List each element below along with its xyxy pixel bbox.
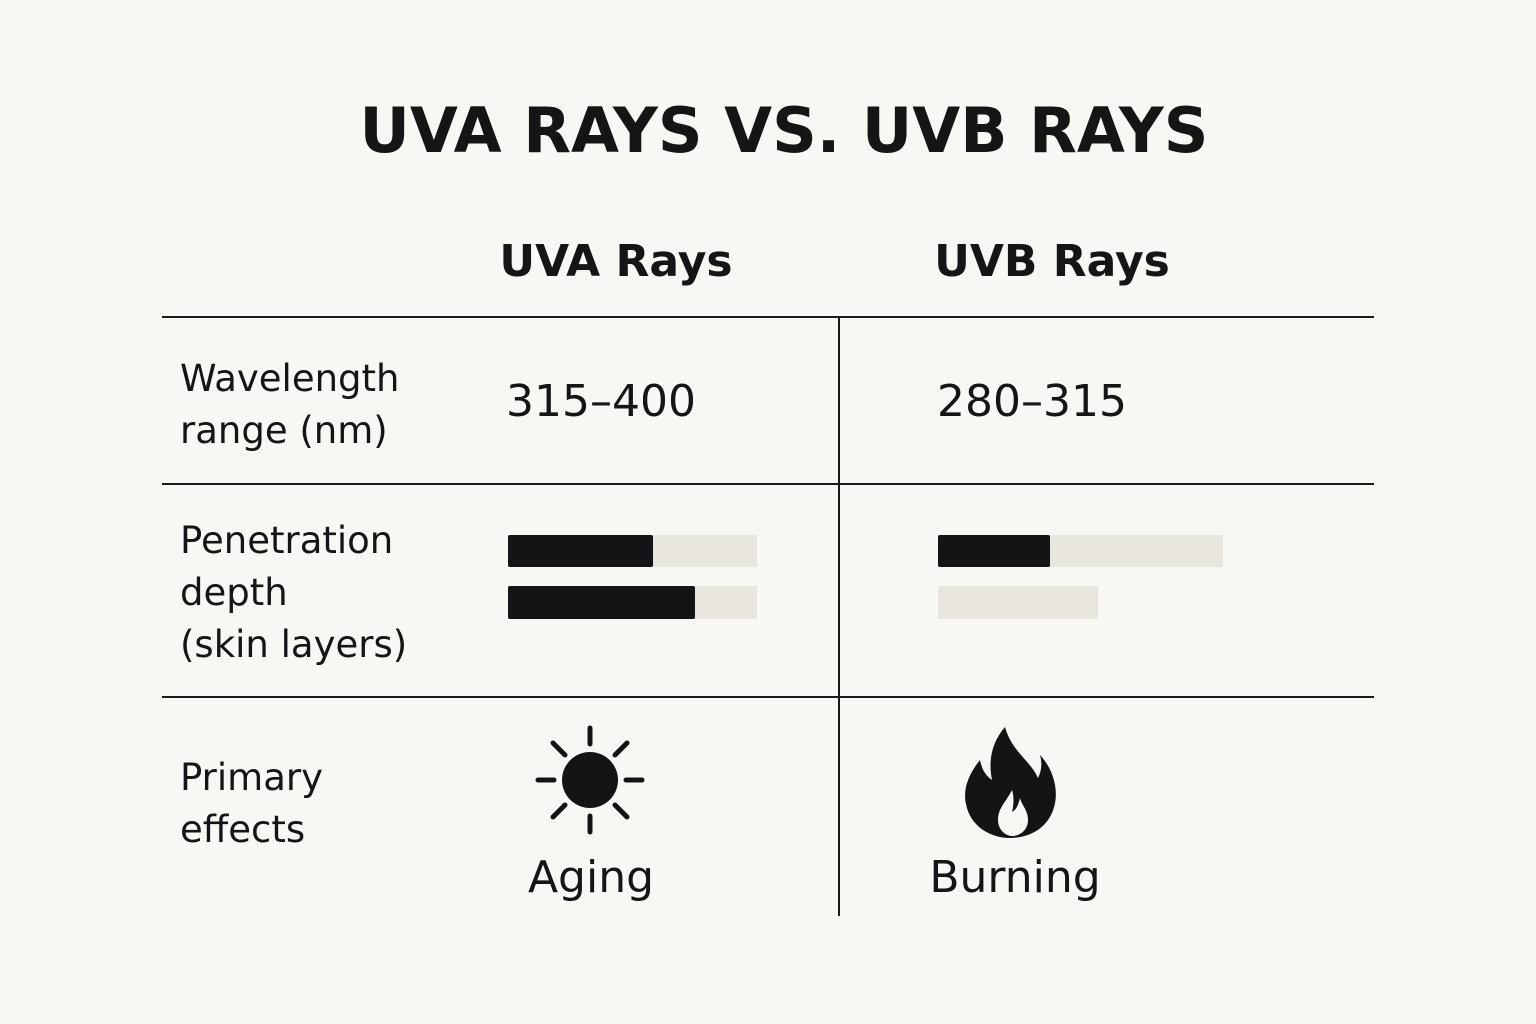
row-label: range (nm): [180, 409, 388, 452]
bar-fill: [938, 535, 1050, 567]
sun-icon: [535, 725, 645, 835]
depth-bars-uvb: [938, 535, 1223, 619]
row-label: Wavelength: [180, 357, 400, 400]
row-label: effects: [180, 808, 305, 851]
cell-value: 315–400: [506, 376, 696, 427]
bar-fill: [508, 535, 653, 567]
effect-label: Aging: [528, 852, 654, 903]
title: UVA RAYS VS. UVB RAYS: [360, 94, 1209, 167]
column-header: UVB Rays: [934, 236, 1170, 287]
depth-bars-uva: [508, 535, 757, 619]
flame-icon: [965, 727, 1056, 838]
cell-value: 280–315: [937, 376, 1127, 427]
column-header: UVA Rays: [499, 236, 732, 287]
row-label: Penetration: [180, 519, 393, 562]
bar-fill: [508, 586, 695, 619]
effect-label: Burning: [929, 852, 1100, 903]
bar-track: [938, 586, 1098, 619]
row-label: depth: [180, 571, 288, 614]
row-label: Primary: [180, 756, 323, 799]
row-label: (skin layers): [180, 623, 407, 666]
